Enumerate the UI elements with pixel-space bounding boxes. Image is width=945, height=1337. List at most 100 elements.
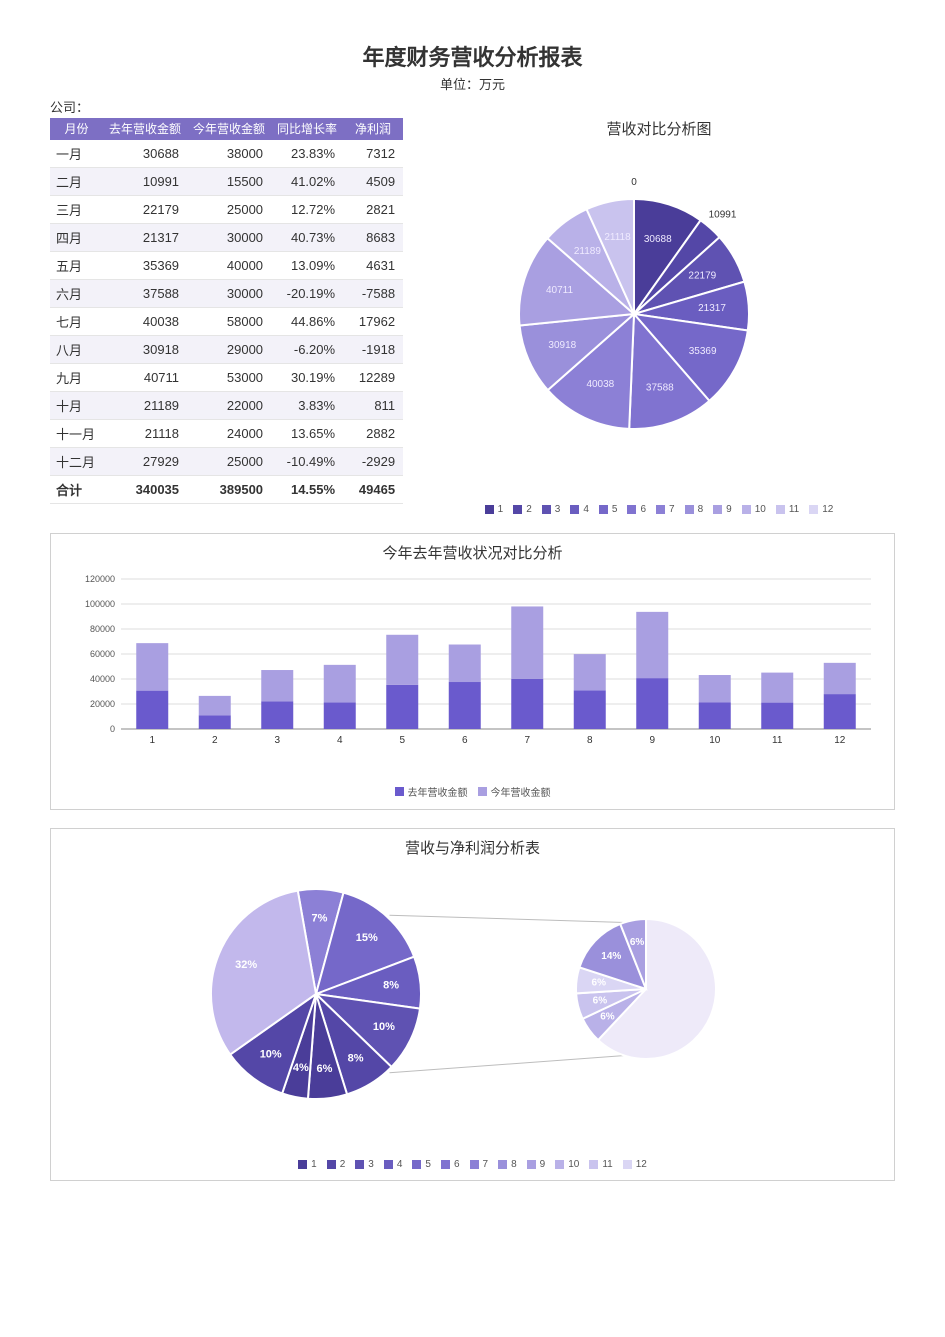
svg-text:7: 7 <box>524 735 530 746</box>
bar-chart-box: 今年去年营收状况对比分析 020000400006000080000100000… <box>50 533 895 810</box>
table-cell: 21317 <box>103 224 187 252</box>
revenue-table: 月份 去年营收金额 今年营收金额 同比增长率 净利润 一月30688380002… <box>50 118 403 504</box>
legend-swatch <box>470 1160 479 1169</box>
legend-label: 5 <box>612 504 618 515</box>
legend-item: 6 <box>441 1159 460 1170</box>
legend-swatch <box>513 505 522 514</box>
table-cell: 29000 <box>187 336 271 364</box>
legend-item: 8 <box>498 1159 517 1170</box>
table-cell: 25000 <box>187 448 271 476</box>
legend-item: 4 <box>570 504 589 515</box>
svg-text:1: 1 <box>149 735 155 746</box>
legend-swatch <box>485 505 494 514</box>
legend-swatch <box>589 1160 598 1169</box>
table-cell: 2821 <box>343 196 403 224</box>
col-month: 月份 <box>50 118 103 140</box>
svg-text:10%: 10% <box>260 1048 282 1060</box>
legend-label: 3 <box>368 1159 374 1170</box>
legend-label: 4 <box>397 1159 403 1170</box>
table-cell: -7588 <box>343 280 403 308</box>
table-row: 十二月2792925000-10.49%-2929 <box>50 448 403 476</box>
legend-item: 7 <box>656 504 675 515</box>
svg-text:0: 0 <box>110 724 115 734</box>
svg-text:12: 12 <box>834 735 846 746</box>
legend-item: 4 <box>384 1159 403 1170</box>
table-row: 八月3091829000-6.20%-1918 <box>50 336 403 364</box>
legend-item: 6 <box>627 504 646 515</box>
legend-item: 10 <box>742 504 766 515</box>
table-cell: 53000 <box>187 364 271 392</box>
table-row: 二月109911550041.02%4509 <box>50 168 403 196</box>
table-cell: 35369 <box>103 252 187 280</box>
svg-text:10: 10 <box>709 735 721 746</box>
table-cell: 二月 <box>50 168 103 196</box>
bar-legend: 去年营收金额 今年营收金额 <box>61 784 884 799</box>
legend-swatch <box>384 1160 393 1169</box>
svg-text:6%: 6% <box>600 1012 615 1023</box>
table-cell: 13.09% <box>271 252 343 280</box>
table-cell: 24000 <box>187 420 271 448</box>
table-cell: 十月 <box>50 392 103 420</box>
legend-label: 6 <box>454 1159 460 1170</box>
svg-text:11: 11 <box>772 735 783 746</box>
legend-swatch <box>627 505 636 514</box>
svg-text:6: 6 <box>462 735 468 746</box>
table-cell: 41.02% <box>271 168 343 196</box>
table-cell: 22179 <box>103 196 187 224</box>
double-pie-title: 营收与净利润分析表 <box>61 837 884 858</box>
svg-text:60000: 60000 <box>90 649 115 659</box>
page-title: 年度财务营收分析报表 <box>50 40 895 72</box>
pie-chart-title: 营收对比分析图 <box>423 118 895 139</box>
table-cell: 40.73% <box>271 224 343 252</box>
legend-label: 11 <box>789 504 799 515</box>
legend-label: 6 <box>640 504 646 515</box>
table-row: 三月221792500012.72%2821 <box>50 196 403 224</box>
legend-item: 7 <box>470 1159 489 1170</box>
table-cell: 4509 <box>343 168 403 196</box>
table-cell: 7312 <box>343 140 403 168</box>
table-cell: -6.20% <box>271 336 343 364</box>
legend-item: 去年营收金额 <box>395 784 468 799</box>
col-last-year: 去年营收金额 <box>103 118 187 140</box>
svg-text:4%: 4% <box>293 1062 309 1074</box>
table-row: 十一月211182400013.65%2882 <box>50 420 403 448</box>
legend-item: 5 <box>412 1159 431 1170</box>
svg-text:21118: 21118 <box>604 232 631 243</box>
legend-swatch <box>623 1160 632 1169</box>
table-cell: 21118 <box>103 420 187 448</box>
table-cell: 30.19% <box>271 364 343 392</box>
legend-label: 11 <box>602 1159 612 1170</box>
table-row: 六月3758830000-20.19%-7588 <box>50 280 403 308</box>
table-cell: 12.72% <box>271 196 343 224</box>
legend-label: 4 <box>583 504 589 515</box>
legend-label: 5 <box>425 1159 431 1170</box>
table-cell: 九月 <box>50 364 103 392</box>
svg-text:40711: 40711 <box>546 285 574 296</box>
svg-text:40000: 40000 <box>90 674 115 684</box>
table-cell: -10.49% <box>271 448 343 476</box>
svg-text:40038: 40038 <box>586 379 614 390</box>
legend-swatch <box>542 505 551 514</box>
svg-text:22179: 22179 <box>688 271 716 282</box>
legend-label: 今年营收金额 <box>491 784 551 799</box>
legend-item: 11 <box>776 504 799 515</box>
legend-label: 8 <box>511 1159 517 1170</box>
legend-label: 1 <box>311 1159 317 1170</box>
svg-text:6%: 6% <box>630 937 645 948</box>
svg-text:100000: 100000 <box>85 599 115 609</box>
svg-text:32%: 32% <box>235 959 257 971</box>
legend-swatch <box>527 1160 536 1169</box>
legend-swatch <box>478 787 487 796</box>
svg-text:8: 8 <box>587 735 593 746</box>
svg-text:10%: 10% <box>373 1021 395 1033</box>
legend-item: 11 <box>589 1159 612 1170</box>
legend-item: 9 <box>713 504 732 515</box>
svg-text:21189: 21189 <box>574 246 602 257</box>
svg-text:8%: 8% <box>383 979 399 991</box>
table-cell: 58000 <box>187 308 271 336</box>
table-cell: 811 <box>343 392 403 420</box>
legend-swatch <box>355 1160 364 1169</box>
table-cell: 30688 <box>103 140 187 168</box>
bar-chart-title: 今年去年营收状况对比分析 <box>61 542 884 563</box>
col-profit: 净利润 <box>343 118 403 140</box>
